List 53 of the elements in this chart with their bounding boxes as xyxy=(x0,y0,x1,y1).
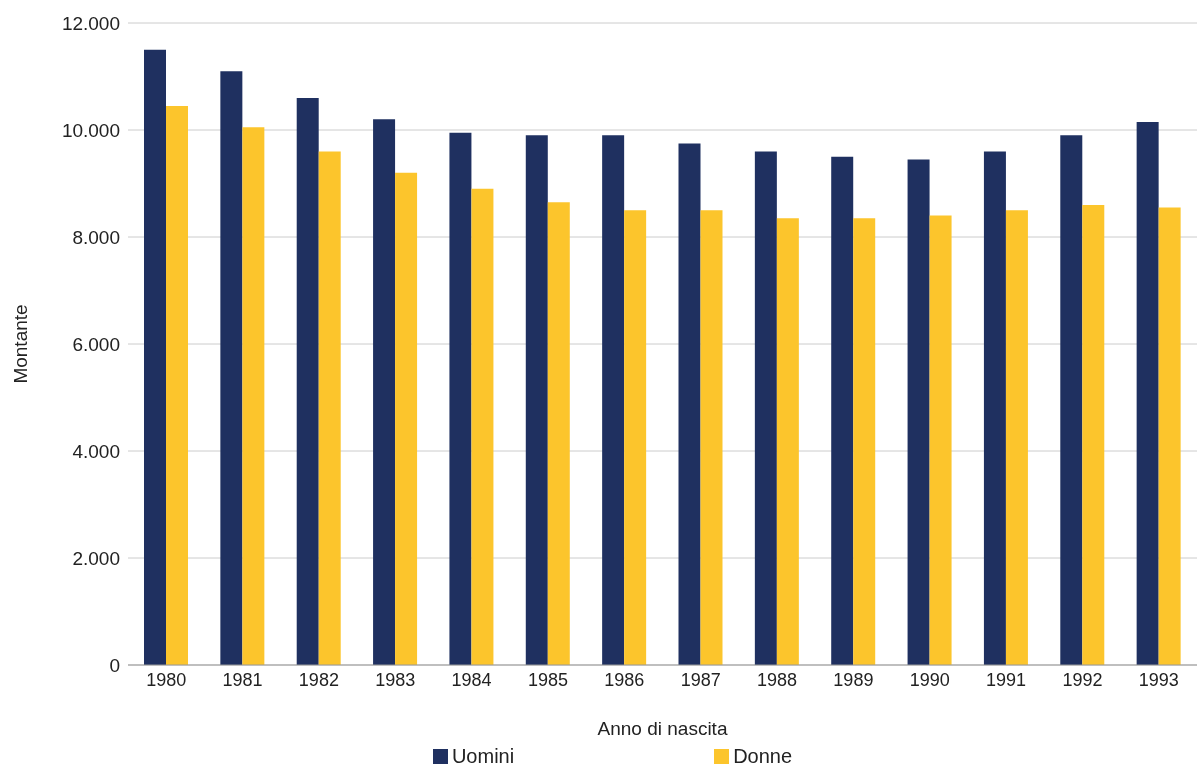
bar xyxy=(1158,207,1181,665)
bar xyxy=(220,71,243,665)
y-tick-label: 6.000 xyxy=(72,333,120,355)
x-tick-label: 1992 xyxy=(1062,669,1103,690)
legend-label: Donne xyxy=(732,745,793,768)
x-tick-label: 1990 xyxy=(909,669,950,690)
bar xyxy=(602,135,625,665)
bar xyxy=(242,127,265,665)
x-tick-label: 1991 xyxy=(986,669,1027,690)
x-tick-label: 1980 xyxy=(146,669,187,690)
x-tick-label: 1984 xyxy=(451,669,492,690)
x-axis-title: Anno di nascita xyxy=(597,718,728,739)
bar xyxy=(166,105,188,665)
y-tick-label: 2.000 xyxy=(72,547,120,569)
x-tick-label: 1988 xyxy=(757,669,798,690)
bar xyxy=(318,151,341,665)
x-tick-label: 1981 xyxy=(222,669,263,690)
x-tick-label: 1987 xyxy=(680,669,721,690)
bar xyxy=(1060,135,1083,665)
y-tick-label: 10.000 xyxy=(61,119,120,141)
x-tick-label: 1985 xyxy=(527,669,568,690)
bar xyxy=(754,151,777,665)
bar xyxy=(1082,204,1105,665)
bar xyxy=(831,156,854,665)
y-tick-label: 8.000 xyxy=(72,226,120,248)
bar xyxy=(624,210,647,665)
x-tick-label: 1989 xyxy=(833,669,874,690)
y-tick-label: 12.000 xyxy=(61,12,120,34)
x-tick-label: 1986 xyxy=(604,669,645,690)
bar xyxy=(144,49,166,665)
bar xyxy=(983,151,1006,665)
y-tick-label: 4.000 xyxy=(72,440,120,462)
x-tick-label: 1982 xyxy=(298,669,339,690)
bar xyxy=(296,97,319,665)
legend-label: Uomini xyxy=(450,745,515,768)
bar xyxy=(929,215,952,665)
bar xyxy=(373,119,396,665)
bar xyxy=(1136,121,1159,665)
bar xyxy=(471,188,494,665)
bar xyxy=(395,172,418,665)
y-tick-label: 0 xyxy=(109,654,120,676)
x-tick-label: 1993 xyxy=(1138,669,1179,690)
y-axis-title: Montante xyxy=(9,304,31,384)
bar xyxy=(678,143,701,665)
bar xyxy=(525,135,548,665)
bar xyxy=(1005,210,1028,665)
bar xyxy=(776,218,799,665)
bar xyxy=(907,159,930,665)
bar xyxy=(449,132,472,665)
bar xyxy=(853,218,876,665)
x-tick-label: 1983 xyxy=(375,669,416,690)
bar xyxy=(700,210,723,665)
bar xyxy=(547,202,570,665)
